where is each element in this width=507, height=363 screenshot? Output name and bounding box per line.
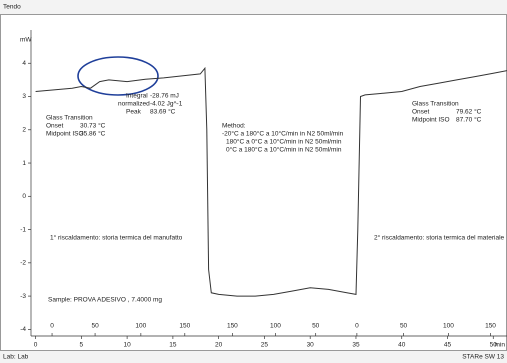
annotation: -4.02 Jg^-1	[150, 101, 183, 108]
x-tick-label: 45	[444, 342, 452, 349]
x-axis-label: min	[495, 342, 506, 349]
x-tick-label: 10	[123, 342, 131, 349]
y-tick-label: 2	[22, 127, 26, 134]
y-tick-label: -1	[20, 226, 26, 233]
legend-entry: Sample: PROVA ADESIVO , 7.4000 mg	[48, 297, 162, 304]
x2-tick-label: 100	[270, 323, 281, 330]
x-tick-label: 5	[80, 342, 84, 349]
x2-tick-label: 150	[179, 323, 190, 330]
x-tick-label: 35	[352, 342, 360, 349]
x2-tick-label: 50	[400, 323, 408, 330]
annotation: Peak	[126, 109, 142, 116]
x-tick-label: 40	[398, 342, 406, 349]
annotation: Onset	[412, 109, 430, 116]
annotation: 0°C a 180°C a 10°C/min in N2 50ml/min	[226, 146, 342, 154]
y-axis-label: mW	[20, 37, 32, 44]
x2-tick-label: 100	[135, 323, 146, 330]
x-tick-label: 30	[307, 342, 315, 349]
annotation: Glass Transition	[412, 101, 459, 108]
footer-right: STARe SW 13	[462, 354, 504, 361]
data-line	[35, 66, 507, 297]
annotation: Integral	[126, 93, 148, 100]
y-tick-label: 4	[22, 60, 26, 67]
x-tick-label: 20	[215, 342, 223, 349]
annotation: 87.70 °C	[456, 116, 482, 124]
footer-left: Lab: Lab	[3, 354, 29, 361]
x2-tick-label: 100	[443, 323, 454, 330]
annotation: -20°C a 180°C a 10°C/min in N2 50ml/min	[222, 130, 344, 138]
annotation: 83.69 °C	[150, 108, 176, 116]
y-tick-label: 0	[22, 193, 26, 200]
highlight-ellipse	[77, 56, 159, 96]
annotation: 1° riscaldamento: storia termica del man…	[50, 234, 183, 242]
annotations: Integral -28.76 mJ normalized -4.02 Jg^-…	[46, 93, 505, 242]
annotation: 79.62 °C	[456, 108, 482, 116]
annotation: Method:	[222, 123, 246, 130]
annotation: 35.86 °C	[80, 130, 106, 138]
annotation: -28.76 mJ	[150, 93, 179, 100]
x2-tick-label: 0	[355, 323, 359, 330]
x-tick-label: 25	[261, 342, 269, 349]
window-title: Tendo	[3, 4, 21, 11]
annotation: 2° riscaldamento: storia termica del mat…	[374, 234, 505, 242]
x-tick-label: 15	[169, 342, 177, 349]
x-tick-label: 50	[490, 342, 498, 349]
annotation: Glass Transition	[46, 115, 93, 122]
x2-tick-label: 150	[485, 323, 496, 330]
annotation: normalized	[118, 101, 150, 108]
annotation: 180°C a 0°C a 10°C/min in N2 50ml/min	[226, 138, 342, 146]
y-tick-label: 1	[22, 160, 26, 167]
x-tick-label: 0	[34, 342, 38, 349]
y-tick-label: -2	[20, 260, 26, 267]
annotation: Midpoint ISO	[46, 131, 84, 138]
x2-tick-label: 50	[312, 323, 320, 330]
y-tick-label: -4	[20, 326, 26, 333]
x2-tick-label: 50	[91, 323, 99, 330]
x2-tick-label: 150	[227, 323, 238, 330]
plot-panel	[0, 14, 507, 351]
y-tick-label: -3	[20, 293, 26, 300]
annotation: Onset	[46, 123, 64, 130]
x2-tick-label: 0	[50, 323, 54, 330]
annotation: 30.73 °C	[80, 122, 106, 130]
annotation: Midpoint ISO	[412, 117, 450, 124]
y-tick-label: 3	[22, 93, 26, 100]
